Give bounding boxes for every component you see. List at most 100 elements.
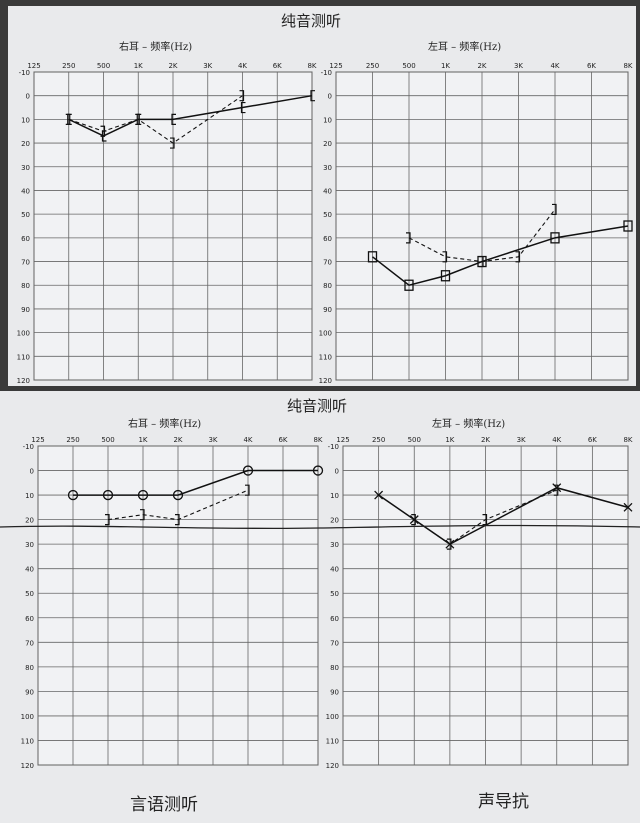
level-tick-label: -10 (19, 69, 30, 77)
frequency-tick-label: 2K (168, 62, 177, 70)
level-tick-label: 10 (21, 116, 30, 124)
level-tick-label: 30 (323, 164, 332, 172)
data-point-bracket (100, 125, 106, 137)
data-point-square (623, 220, 633, 232)
data-point-bracket (553, 484, 559, 496)
level-tick-label: 110 (17, 353, 30, 361)
frequency-tick-label: 8K (623, 436, 632, 444)
series-line-dashed (68, 95, 243, 144)
level-tick-label: 90 (323, 306, 332, 314)
level-tick-label: 0 (26, 93, 30, 101)
frequency-tick-label: 125 (329, 62, 342, 70)
frequency-tick-label: 2K (481, 436, 490, 444)
level-tick-label: 100 (17, 330, 30, 338)
level-tick-label: 10 (323, 116, 332, 124)
frequency-tick-label: 1K (445, 436, 454, 444)
bottom-sheet-title: 纯音测听 (287, 397, 348, 415)
level-tick-label: 100 (326, 713, 339, 721)
data-point-bracket (245, 484, 250, 496)
frequency-tick-label: 4K (238, 62, 247, 70)
level-tick-label: 60 (25, 615, 34, 623)
frequency-tick-label: 125 (27, 62, 40, 70)
data-point-bracket (65, 113, 71, 125)
level-tick-label: 120 (17, 377, 30, 385)
frequency-tick-label: 250 (366, 62, 379, 70)
frequency-tick-label: 500 (97, 62, 110, 70)
level-tick-label: 20 (21, 140, 30, 148)
audiogram-panel-1: 125 250 500 1K 2K 3K 4K 6K 8K -10 0 10 20 30 40 50 60 70 8… (17, 62, 317, 385)
level-tick-label: 10 (330, 492, 339, 500)
level-tick-label: 70 (25, 639, 34, 647)
audiogram-panel-3: 125 250 500 1K 2K 3K 4K 6K 8K -10 0 10 20 30 40 50 60 70 8… (21, 436, 324, 770)
level-tick-label: 20 (25, 517, 34, 525)
level-tick-label: 70 (323, 259, 332, 267)
level-tick-label: 100 (21, 713, 34, 721)
level-tick-label: 90 (25, 688, 34, 696)
data-point-square (550, 232, 560, 244)
level-tick-label: 40 (21, 187, 30, 195)
data-point-circle (137, 489, 149, 501)
level-tick-label: 10 (25, 492, 34, 500)
frequency-tick-label: 6K (587, 62, 596, 70)
level-tick-label: -10 (321, 69, 332, 77)
audiogram-panel-2: 125 250 500 1K 2K 3K 4K 6K 8K -10 0 10 20 30 40 50 60 70 8… (319, 62, 633, 385)
frequency-tick-label: 4K (552, 436, 561, 444)
data-point-bracket (170, 137, 175, 149)
audiogram-panel-4: 125 250 500 1K 2K 3K 4K 6K 8K -10 0 10 20 30 40 50 60 70 8… (326, 436, 633, 770)
data-point-bracket (479, 255, 484, 268)
data-point-circle (67, 489, 79, 501)
level-tick-label: 80 (323, 282, 332, 290)
data-point-bracket (515, 251, 521, 263)
data-point-bracket (175, 514, 180, 526)
level-tick-label: -10 (328, 443, 339, 451)
level-tick-label: 0 (30, 468, 34, 476)
frequency-tick-label: 6K (273, 62, 282, 70)
data-point-bracket (446, 538, 452, 550)
data-point-square (367, 251, 378, 263)
data-point-circle (242, 465, 254, 476)
frequency-tick-label: 3K (514, 62, 523, 70)
data-point-bracket (140, 509, 145, 521)
level-tick-label: 110 (21, 737, 34, 745)
data-point-bracket (310, 90, 315, 102)
frequency-tick-label: 8K (623, 62, 632, 70)
data-point-bracket (105, 514, 110, 526)
level-tick-label: 70 (330, 639, 339, 647)
level-tick-label: 80 (25, 664, 34, 672)
frequency-tick-label: 8K (313, 436, 322, 444)
frequency-tick-label: 500 (101, 436, 114, 444)
data-point-bracket (552, 203, 557, 216)
data-point-square (440, 270, 451, 282)
data-point-bracket (442, 251, 448, 263)
data-point-bracket (135, 113, 140, 125)
level-tick-label: 60 (323, 235, 332, 243)
series-line-dashed (107, 489, 249, 521)
level-tick-label: 0 (335, 468, 339, 476)
data-point-cross (409, 515, 419, 525)
frequency-tick-label: 1K (138, 436, 147, 444)
data-point-circle (172, 489, 184, 501)
data-point-cross (374, 490, 384, 500)
bottom-left-ear-subtitle: 左耳 – 频率(Hz) (432, 419, 506, 430)
frequency-tick-label: 4K (550, 62, 559, 70)
series-line-dashed (408, 209, 556, 263)
series-line-solid (73, 469, 318, 496)
frequency-tick-label: 125 (31, 436, 44, 444)
level-tick-label: 50 (323, 211, 332, 219)
frequency-tick-label: 3K (208, 436, 217, 444)
speech-audiometry-label: 言语测听 (130, 795, 198, 815)
level-tick-label: 50 (21, 211, 30, 219)
tympanometry-label: 声导抗 (478, 792, 529, 812)
level-tick-label: 40 (330, 566, 339, 574)
level-tick-label: 80 (330, 664, 339, 672)
frequency-tick-label: 125 (336, 436, 349, 444)
series-line-dashed (413, 489, 557, 545)
level-tick-label: 110 (319, 353, 332, 361)
level-tick-label: 20 (330, 517, 339, 525)
level-tick-label: 120 (21, 762, 34, 770)
data-point-bracket (171, 113, 176, 125)
frequency-tick-label: 2K (477, 62, 486, 70)
level-tick-label: 40 (323, 187, 332, 195)
frequency-tick-label: 1K (441, 62, 450, 70)
